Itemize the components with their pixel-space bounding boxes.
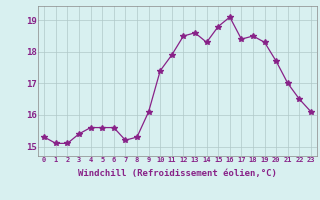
X-axis label: Windchill (Refroidissement éolien,°C): Windchill (Refroidissement éolien,°C) [78,169,277,178]
